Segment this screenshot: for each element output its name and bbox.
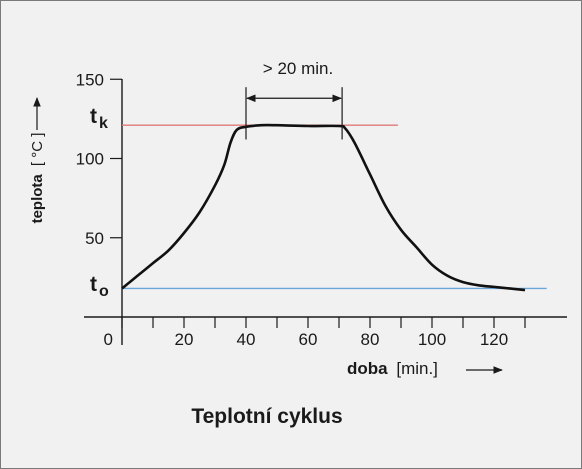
y-tick-label-50: 50 [85,229,104,248]
y-tick-label-100: 100 [76,150,104,169]
x-tick-label-60: 60 [299,330,318,349]
x-tick-label-120: 120 [480,330,508,349]
series-line-temperature [121,123,526,292]
x-axis-title-unit: [min.] [396,359,438,378]
x-tick-labels: 0 20 40 60 80 100 120 [104,330,509,349]
svg-text:teplota [ °C ]: teplota [ °C ] [29,133,46,224]
x-ticks [121,317,526,328]
y-axis-title-bold: teplota [29,174,46,224]
y-tick-labels: 150 100 50 [76,70,104,248]
x-tick-label-80: 80 [361,330,380,349]
annotation-label: > 20 min. [263,59,333,78]
x-tick-label-40: 40 [237,330,256,349]
y-ticks [110,78,122,239]
y-tick-label-150: 150 [76,70,104,89]
x-axis-title-bold: doba [347,359,388,378]
chart-title: Teplotní cyklus [191,405,342,428]
x-tick-label-100: 100 [418,330,446,349]
y-axis-title-unit: [ °C ] [29,133,46,167]
x-axis-title: doba [min.] [347,359,438,378]
x-tick-label-0: 0 [104,330,113,349]
duration-annotation: > 20 min. [245,59,343,140]
y-axis-title: teplota [ °C ] [29,133,46,224]
x-tick-label-20: 20 [175,330,194,349]
